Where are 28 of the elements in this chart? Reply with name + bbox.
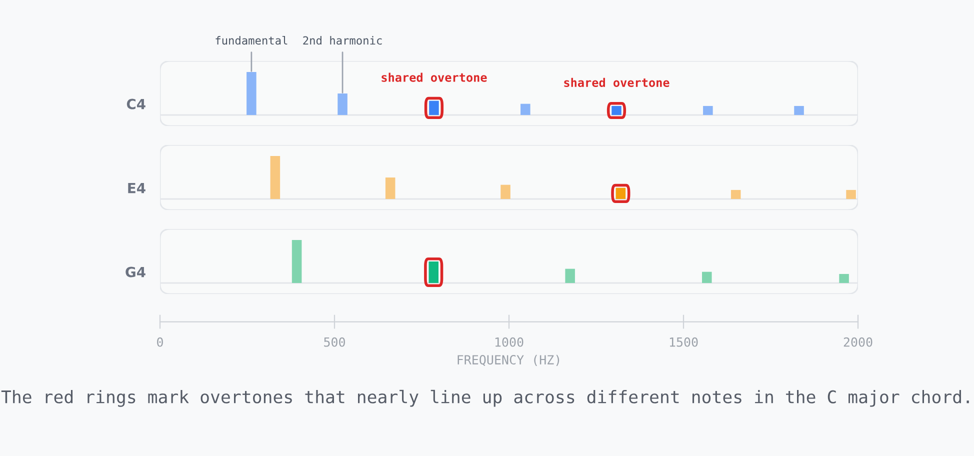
bar: [702, 272, 712, 283]
x-tick-label: 1000: [495, 337, 524, 347]
text: The red rings mark overtones that nearly line up across different notes in the C major chord.: [1, 390, 969, 407]
bar: [520, 104, 530, 115]
annotation: shared overtone: [564, 78, 670, 88]
x-tick-label: 0: [157, 337, 163, 347]
bar: [292, 240, 302, 283]
x-tick-label: 1500: [670, 337, 698, 347]
bar: [385, 178, 396, 199]
y-axis-title: C4: [126, 98, 146, 110]
x-tick-label: 2000: [844, 337, 872, 347]
bar: [338, 94, 348, 115]
bar: [565, 268, 575, 283]
x-tick-label: 500: [324, 337, 345, 347]
bar: [270, 156, 280, 199]
x-axis-title: FREQUENCY (HZ): [458, 354, 560, 366]
bar: [794, 106, 804, 115]
annotation: fundamental: [216, 36, 288, 45]
bar: [839, 274, 849, 283]
bar: [846, 190, 856, 199]
bar: [730, 190, 741, 199]
y-axis-title: G4: [126, 266, 146, 278]
annotation: 2nd harmonic: [303, 36, 382, 45]
bar: [703, 106, 713, 115]
bar: [500, 184, 510, 199]
annotation: shared overtone: [382, 72, 487, 82]
y-axis-title: E4: [128, 182, 146, 194]
bar: [246, 72, 256, 115]
